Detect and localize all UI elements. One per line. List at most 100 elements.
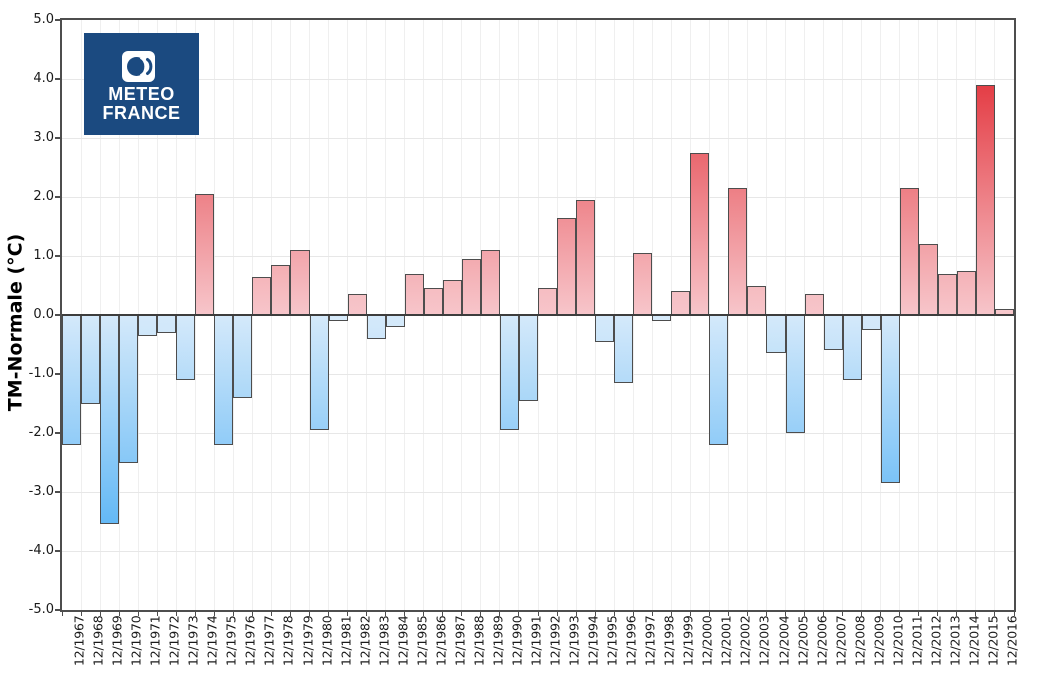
- x-tick-label: 12/1997: [642, 615, 658, 667]
- bar: [290, 250, 310, 315]
- x-tick: [1013, 612, 1015, 616]
- bar: [576, 199, 596, 315]
- y-tick: [55, 78, 60, 80]
- x-tick-label: 12/1987: [452, 615, 468, 667]
- x-tick: [594, 612, 596, 616]
- x-tick-label: 12/1982: [357, 615, 373, 667]
- logo-text-france: FRANCE: [102, 103, 181, 123]
- bar: [233, 315, 253, 398]
- y-tick: [55, 255, 60, 257]
- bar: [557, 217, 577, 315]
- bar: [347, 294, 367, 315]
- x-tick-label: 12/2002: [737, 615, 753, 667]
- x-tick: [670, 612, 672, 616]
- x-tick: [861, 612, 863, 616]
- x-tick: [80, 612, 82, 616]
- x-tick-label: 12/2007: [833, 615, 849, 667]
- y-tick: [55, 550, 60, 552]
- x-tick-label: 12/2000: [699, 615, 715, 667]
- y-tick-label: 2.0: [33, 189, 54, 204]
- x-tick: [937, 612, 939, 616]
- bar: [671, 291, 691, 315]
- x-tick-label: 12/2005: [795, 615, 811, 667]
- horizontal-gridline: [62, 137, 1014, 139]
- x-tick-label: 12/1971: [147, 615, 163, 667]
- x-tick: [213, 612, 215, 616]
- x-tick: [251, 612, 253, 616]
- y-tick: [55, 137, 60, 139]
- bar: [785, 315, 805, 433]
- x-tick-label: 12/2013: [947, 615, 963, 667]
- y-tick-label: 4.0: [33, 71, 54, 86]
- x-tick-label: 12/1992: [547, 615, 563, 667]
- x-tick-label: 12/1976: [242, 615, 258, 667]
- x-tick: [556, 612, 558, 616]
- y-tick-label: -3.0: [28, 484, 54, 499]
- bar: [538, 288, 558, 315]
- x-tick-label: 12/2010: [890, 615, 906, 667]
- bar: [690, 152, 710, 315]
- x-tick-label: 12/2014: [966, 615, 982, 667]
- x-tick: [823, 612, 825, 616]
- y-tick-label: 5.0: [33, 12, 54, 27]
- zero-line: [62, 314, 1014, 316]
- x-tick: [842, 612, 844, 616]
- horizontal-gridline: [62, 491, 1014, 493]
- x-tick-label: 12/1972: [166, 615, 182, 667]
- y-tick-label: 3.0: [33, 130, 54, 145]
- x-tick: [99, 612, 101, 616]
- x-tick: [708, 612, 710, 616]
- x-tick: [727, 612, 729, 616]
- x-tick-label: 12/2006: [814, 615, 830, 667]
- x-tick-label: 12/1967: [71, 615, 87, 667]
- plot-area: METEO FRANCE: [60, 18, 1016, 612]
- x-tick-label: 12/1980: [319, 615, 335, 667]
- bar: [880, 315, 900, 484]
- x-tick: [918, 612, 920, 616]
- y-tick-label: -1.0: [28, 366, 54, 381]
- x-tick: [232, 612, 234, 616]
- bar: [918, 244, 938, 315]
- y-tick-label: -2.0: [28, 425, 54, 440]
- horizontal-gridline: [62, 373, 1014, 375]
- x-tick-label: 12/1984: [395, 615, 411, 667]
- y-tick: [55, 432, 60, 434]
- x-tick: [366, 612, 368, 616]
- x-tick-label: 12/1975: [223, 615, 239, 667]
- x-tick-label: 12/2001: [718, 615, 734, 667]
- x-tick-label: 12/1990: [509, 615, 525, 667]
- x-tick-label: 12/1974: [204, 615, 220, 667]
- x-tick: [461, 612, 463, 616]
- y-tick: [55, 373, 60, 375]
- bar: [309, 315, 329, 431]
- bar: [709, 315, 729, 445]
- x-tick-label: 12/1968: [90, 615, 106, 667]
- x-tick: [423, 612, 425, 616]
- bar: [214, 315, 234, 445]
- y-tick-label: -5.0: [28, 602, 54, 617]
- x-tick-label: 12/1983: [376, 615, 392, 667]
- x-tick: [270, 612, 272, 616]
- bar: [480, 250, 500, 315]
- x-tick: [804, 612, 806, 616]
- x-tick: [137, 612, 139, 616]
- horizontal-gridline: [62, 432, 1014, 434]
- bar: [119, 315, 139, 463]
- x-tick-label: 12/2008: [852, 615, 868, 667]
- x-tick-label: 12/2012: [928, 615, 944, 667]
- x-tick: [347, 612, 349, 616]
- bar: [442, 279, 462, 315]
- bar: [956, 270, 976, 315]
- x-tick: [289, 612, 291, 616]
- bar: [138, 315, 158, 336]
- x-tick-label: 12/1970: [128, 615, 144, 667]
- bar: [404, 273, 424, 315]
- x-tick: [537, 612, 539, 616]
- x-tick: [61, 612, 63, 616]
- x-tick: [785, 612, 787, 616]
- x-tick: [518, 612, 520, 616]
- y-tick: [55, 609, 60, 611]
- y-tick-label: 0.0: [33, 307, 54, 322]
- y-tick: [55, 196, 60, 198]
